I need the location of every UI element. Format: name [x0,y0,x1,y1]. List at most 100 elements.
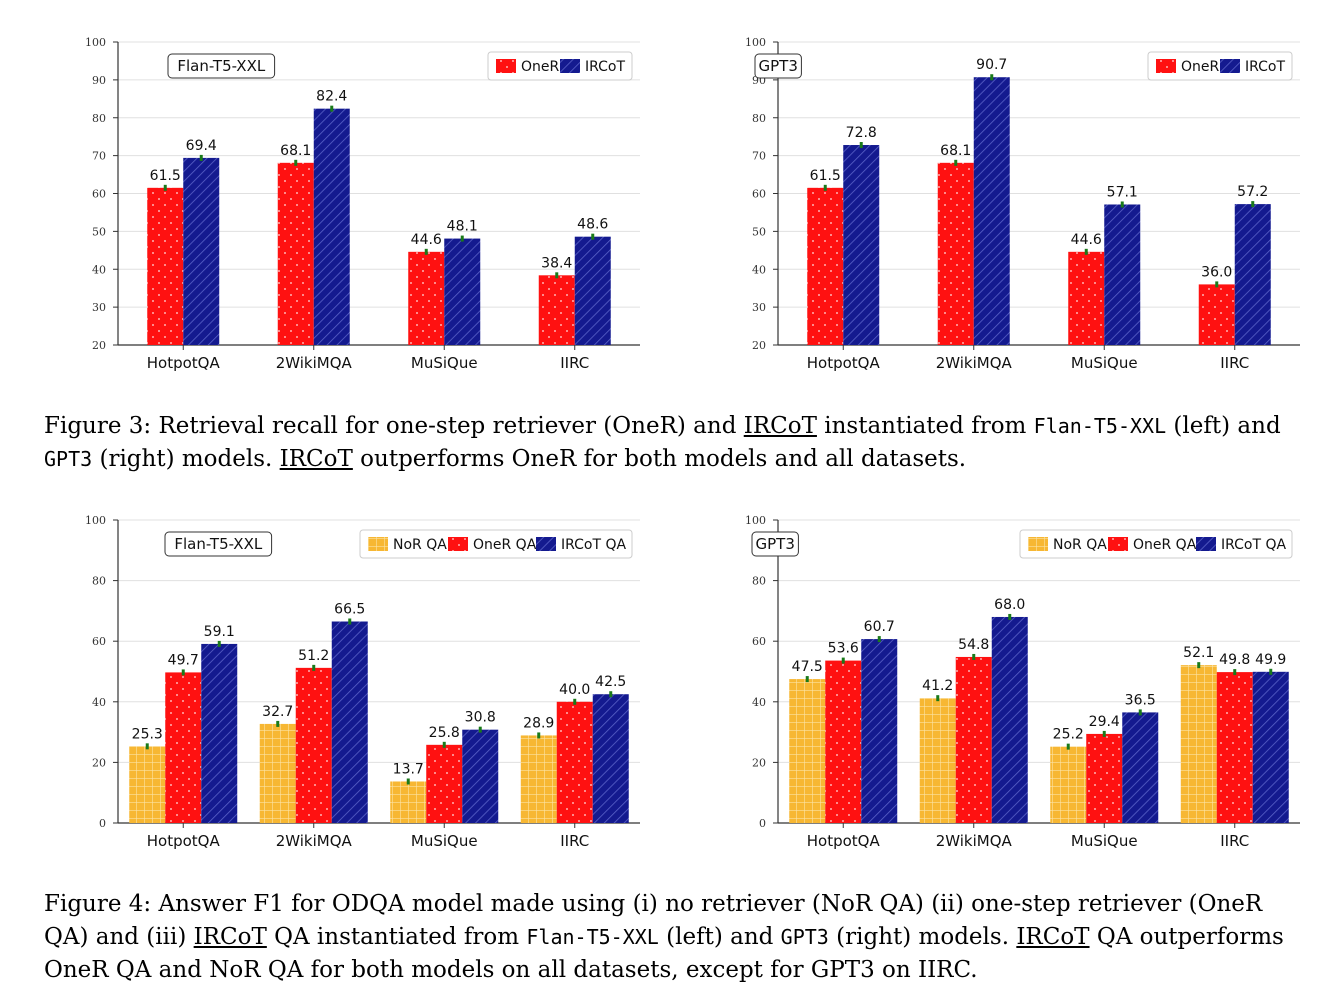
x-tick-label: 2WikiMQA [936,354,1013,372]
chart-svg: 0 20 40 60 80 100 HotpotQA 47.5 53.6 60.7 2WikiMQA… [745,514,1300,850]
chart-fig4-gpt3: 0 20 40 60 80 100 HotpotQA 47.5 53.6 60.7 2WikiMQA… [660,506,1320,856]
y-tick-label: 20 [752,756,766,769]
data-label: 42.5 [595,674,626,690]
caption-model-gpt3: GPT3 [780,925,829,949]
bar [165,672,202,823]
bar [556,701,593,823]
data-label: 59.1 [204,624,235,640]
caption-text: outperforms OneR for both models and all… [352,446,967,472]
y-tick-label: 80 [92,575,106,588]
legend-label: IRCoT QA [561,537,627,553]
legend-swatch [536,537,556,551]
bar [919,698,956,823]
data-label: 82.4 [316,89,347,105]
bar [462,729,499,823]
data-label: 68.1 [940,143,971,159]
data-label: 54.8 [958,637,989,653]
bar [825,660,862,823]
x-tick-label: MuSiQue [1071,354,1138,372]
y-tick-label: 0 [759,817,766,830]
legend-label: IRCoT [1245,59,1286,75]
data-label: 30.8 [465,710,496,726]
chart-svg: 0 20 40 60 80 100 HotpotQA 25.3 49.7 59.1 2WikiMQA… [85,514,640,850]
y-tick-label: 80 [752,112,766,125]
y-tick-label: 70 [92,150,106,163]
legend-label: OneR QA [473,537,537,553]
data-label: 49.9 [1255,652,1286,668]
y-tick-label: 40 [752,263,766,276]
data-label: 48.1 [447,219,478,235]
caption-model-flan: Flan-T5-XXL [1033,414,1167,438]
legend-box [1019,529,1293,559]
bar [1104,204,1141,345]
caption-text: QA instantiated from [266,924,527,950]
bar [408,251,445,345]
chart-svg: 2030405060708090100HotpotQA61.572.82Wiki… [745,36,1300,372]
y-tick-label: 0 [99,817,106,830]
x-tick-label: HotpotQA [807,832,881,850]
chart-fig3-flan: 20 30 40 50 60 70 80 90 100 HotpotQA 61.5 69.4 2Wiki… [0,28,660,378]
bar [861,639,898,823]
legend-swatch [368,537,388,551]
data-label: 48.6 [577,217,608,233]
x-tick-label: 2WikiMQA [276,354,353,372]
data-label: 41.2 [922,678,953,694]
bar [1180,665,1217,823]
caption-text: (left) and [658,924,781,950]
y-tick-label: 60 [92,188,106,201]
y-tick-label: 50 [92,225,106,238]
model-label-box [164,531,273,557]
bar [129,746,166,823]
caption-ircot: IRCoT [279,446,353,472]
data-label: 90.7 [976,57,1007,73]
bar [331,621,368,823]
legend-swatch [1156,59,1176,73]
bar [259,723,296,823]
data-label: 69.4 [186,138,217,154]
bar [574,236,611,345]
bar [1234,204,1271,345]
x-tick-label: IIRC [1220,832,1249,850]
bar [1198,284,1235,345]
y-tick-label: 60 [752,188,766,201]
y-tick-label: 20 [752,339,766,352]
bar [991,616,1028,823]
y-tick-label: 80 [752,575,766,588]
bar [1216,672,1253,823]
legend-swatch [1108,537,1128,551]
data-label: 57.2 [1237,184,1268,200]
x-tick-label: MuSiQue [411,832,478,850]
caption-text: instantiated from [816,413,1034,439]
bar [1086,733,1123,823]
caption-figure-3: Figure 3: Retrieval recall for one-step … [44,410,1284,476]
bar [789,679,826,823]
x-tick-label: 2WikiMQA [936,832,1013,850]
legend-label: OneR QA [1133,537,1197,553]
data-label: 29.4 [1089,714,1120,730]
y-tick-label: 30 [752,301,766,314]
bar [1122,712,1159,823]
legend-swatch [496,59,516,73]
legend-swatch [448,537,468,551]
data-label: 38.4 [541,255,572,271]
y-tick-label: 90 [92,74,106,87]
data-label: 25.2 [1053,727,1084,743]
legend-swatch [1196,537,1216,551]
bar [183,157,220,345]
data-label: 32.7 [262,704,293,720]
data-label: 44.6 [411,232,442,248]
caption-figure-4: Figure 4: Answer F1 for ODQA model made … [44,888,1284,987]
bar [538,275,575,345]
y-tick-label: 70 [752,150,766,163]
x-tick-label: HotpotQA [147,832,221,850]
chart-fig4-flan: 0 20 40 60 80 100 HotpotQA 25.3 49.7 59.1 2WikiMQA… [0,506,660,856]
bar [295,667,332,823]
data-label: 60.7 [864,619,895,635]
y-tick-label: 40 [92,263,106,276]
model-label-box [754,53,802,79]
caption-model-flan: Flan-T5-XXL [526,925,659,949]
chart-svg: 20 30 40 50 60 70 80 90 100 HotpotQA 61.5 69.4 2Wiki… [85,36,640,372]
bar [1050,746,1087,823]
y-tick-label: 60 [92,635,106,648]
bar [520,735,557,823]
